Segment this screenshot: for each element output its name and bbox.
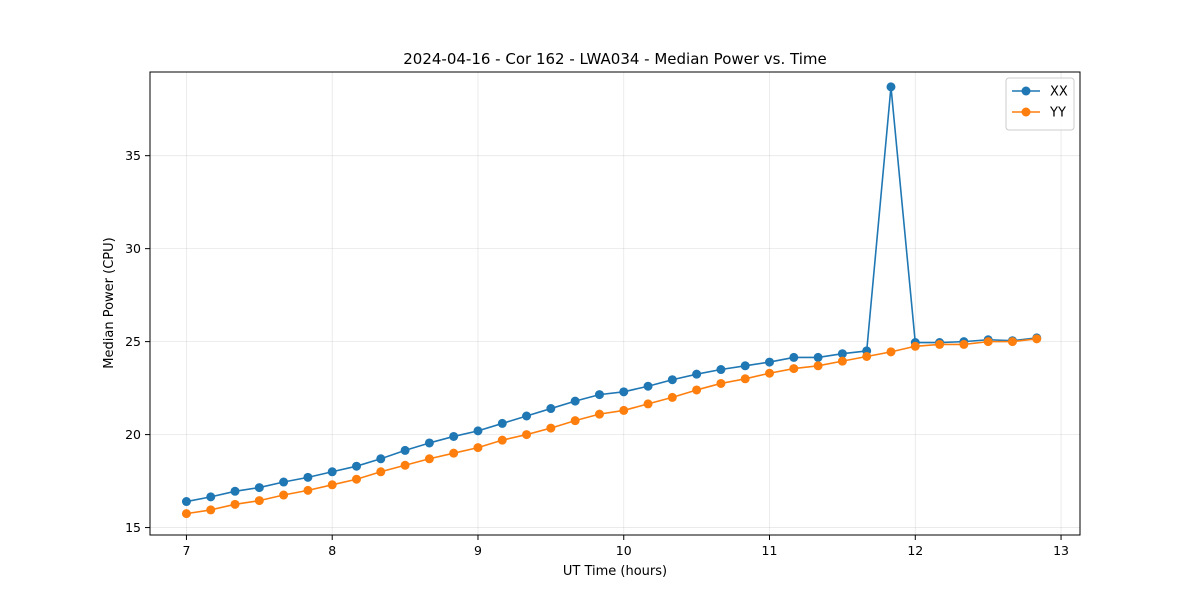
x-axis-label: UT Time (hours)	[563, 564, 667, 579]
data-point-yy	[692, 385, 702, 395]
data-point-xx	[352, 461, 362, 471]
x-tick-label: 8	[328, 543, 336, 558]
data-point-yy	[473, 443, 483, 453]
data-point-xx	[789, 352, 799, 362]
data-point-xx	[473, 426, 483, 436]
data-point-yy	[619, 405, 629, 415]
data-point-yy	[959, 339, 969, 349]
data-point-yy	[910, 341, 920, 351]
data-point-yy	[230, 499, 240, 509]
chart-title: 2024-04-16 - Cor 162 - LWA034 - Median P…	[403, 50, 827, 68]
data-point-yy	[400, 460, 410, 470]
data-point-yy	[254, 496, 264, 506]
data-point-yy	[206, 505, 216, 515]
data-point-xx	[181, 497, 191, 507]
legend-marker-yy	[1021, 107, 1031, 117]
data-point-xx	[837, 349, 847, 359]
x-tick-label: 13	[1053, 543, 1069, 558]
data-point-yy	[181, 509, 191, 519]
data-point-yy	[594, 409, 604, 419]
data-point-yy	[789, 364, 799, 374]
x-tick-label: 12	[907, 543, 923, 558]
data-point-yy	[327, 480, 337, 490]
data-point-xx	[740, 361, 750, 371]
data-point-xx	[522, 411, 532, 421]
data-point-yy	[279, 490, 289, 500]
data-point-yy	[522, 430, 532, 440]
data-point-xx	[254, 483, 264, 493]
y-axis: 15 20 25 30 35	[125, 148, 150, 535]
data-point-xx	[400, 445, 410, 455]
data-point-xx	[716, 365, 726, 375]
data-point-xx	[619, 387, 629, 397]
plot-frame	[149, 71, 1081, 536]
legend-label-yy: YY	[1049, 106, 1066, 121]
data-point-xx	[303, 472, 313, 482]
data-point-xx	[886, 82, 896, 92]
data-point-xx	[546, 404, 556, 414]
data-point-xx	[667, 375, 677, 385]
data-point-xx	[692, 369, 702, 379]
data-point-xx	[594, 390, 604, 400]
legend-marker-xx	[1021, 86, 1031, 96]
legend-label-xx: XX	[1050, 85, 1068, 100]
data-point-yy	[667, 392, 677, 402]
y-tick-label: 30	[125, 241, 141, 256]
data-point-xx	[279, 477, 289, 487]
data-point-yy	[740, 374, 750, 384]
x-tick-label: 9	[474, 543, 482, 558]
data-point-yy	[813, 361, 823, 371]
x-tick-label: 10	[616, 543, 632, 558]
data-point-yy	[837, 356, 847, 366]
data-point-xx	[230, 486, 240, 496]
series-yy	[181, 334, 1042, 519]
data-point-yy	[497, 435, 507, 445]
data-point-yy	[643, 399, 653, 409]
data-point-yy	[449, 448, 459, 458]
data-point-yy	[546, 423, 556, 433]
data-point-yy	[352, 474, 362, 484]
y-tick-label: 35	[125, 148, 141, 163]
data-point-xx	[497, 418, 507, 428]
data-point-xx	[765, 357, 775, 367]
data-point-yy	[765, 368, 775, 378]
data-point-yy	[424, 454, 434, 464]
data-point-yy	[862, 351, 872, 361]
data-point-xx	[449, 431, 459, 441]
data-point-xx	[206, 492, 216, 502]
data-point-yy	[570, 416, 580, 426]
y-tick-label: 15	[125, 520, 141, 535]
y-axis-label: Median Power (CPU)	[102, 237, 117, 368]
legend: XX YY	[1005, 77, 1075, 131]
data-point-yy	[376, 467, 386, 477]
x-axis: 7 8 9 10 11 12 13	[182, 535, 1069, 558]
data-point-yy	[1007, 337, 1017, 347]
data-point-xx	[570, 396, 580, 406]
data-point-yy	[303, 485, 313, 495]
series-layer	[181, 82, 1042, 519]
data-point-xx	[643, 381, 653, 391]
data-point-yy	[886, 347, 896, 357]
y-tick-label: 20	[125, 427, 141, 442]
data-point-xx	[327, 467, 337, 477]
x-tick-label: 7	[182, 543, 190, 558]
data-point-xx	[813, 352, 823, 362]
data-point-yy	[1032, 334, 1042, 344]
y-tick-label: 25	[125, 334, 141, 349]
x-tick-label: 11	[762, 543, 778, 558]
grid	[150, 72, 1080, 535]
data-point-xx	[376, 454, 386, 464]
data-point-xx	[424, 438, 434, 448]
data-point-yy	[935, 339, 945, 349]
data-point-yy	[716, 378, 726, 388]
data-point-yy	[983, 337, 993, 347]
